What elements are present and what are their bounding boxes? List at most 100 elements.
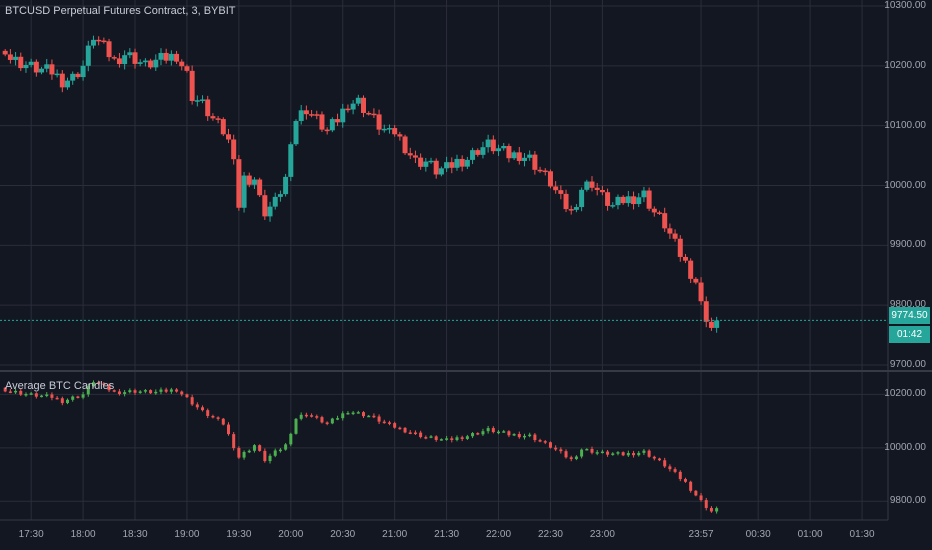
candle-body xyxy=(346,412,350,415)
candle-body xyxy=(589,181,595,188)
candle-body xyxy=(694,490,698,496)
candle-body xyxy=(96,39,102,42)
candle-body xyxy=(179,61,185,67)
candle-body xyxy=(438,168,444,175)
time-tick-label: 18:00 xyxy=(70,529,96,540)
candle-body xyxy=(537,169,543,172)
candle-body xyxy=(600,451,604,454)
time-tick-label: 23:57 xyxy=(688,529,714,540)
candle-body xyxy=(403,427,407,433)
candle-body xyxy=(407,153,413,156)
candle-body xyxy=(579,189,585,208)
candle-body xyxy=(594,187,600,190)
candle-body xyxy=(127,52,133,56)
candle-body xyxy=(455,437,459,441)
candle-body xyxy=(362,412,366,417)
candle-body xyxy=(491,428,495,433)
candle-body xyxy=(33,61,39,73)
candle-body xyxy=(533,434,537,441)
candle-body xyxy=(122,55,128,65)
candle-body xyxy=(164,389,168,392)
candle-body xyxy=(111,57,117,59)
candle-body xyxy=(667,228,673,234)
candle-body xyxy=(569,457,573,460)
candle-body xyxy=(625,196,631,204)
time-tick-label: 00:30 xyxy=(745,529,771,540)
candle-body xyxy=(335,119,341,123)
candle-body xyxy=(433,160,439,175)
candle-body xyxy=(329,119,335,131)
time-tick-label: 18:30 xyxy=(122,529,148,540)
candle-body xyxy=(502,431,506,433)
candle-body xyxy=(698,282,704,302)
candle-body xyxy=(553,186,559,191)
candle-body xyxy=(205,99,211,117)
candle-body xyxy=(402,136,408,154)
candle-body xyxy=(231,139,237,160)
candle-body xyxy=(657,212,663,214)
candle-body xyxy=(44,64,50,69)
candle-body xyxy=(246,175,252,185)
candle-body xyxy=(616,452,620,454)
candle-body xyxy=(91,382,95,387)
candle-body xyxy=(658,458,662,461)
candle-body xyxy=(49,64,55,75)
candle-body xyxy=(154,391,158,394)
main-candlestick-series xyxy=(2,35,720,333)
candle-body xyxy=(521,157,527,161)
candle-body xyxy=(315,416,319,418)
candle-body xyxy=(267,206,273,217)
candle-body xyxy=(689,481,693,491)
candle-body xyxy=(350,103,356,110)
candle-body xyxy=(522,435,526,438)
price-tick-label: 10000.00 xyxy=(884,179,926,191)
candle-body xyxy=(284,444,288,450)
indicator-candlestick-series xyxy=(3,380,719,514)
candle-body xyxy=(548,442,552,448)
candle-body xyxy=(251,179,257,185)
candle-body xyxy=(149,390,153,394)
candle-body xyxy=(70,73,76,81)
candle-body xyxy=(445,438,449,440)
candle-body xyxy=(252,445,256,451)
candle-body xyxy=(386,128,392,130)
candle-body xyxy=(128,390,132,393)
candle-body xyxy=(517,434,521,438)
price-tick-label: 9700.00 xyxy=(889,359,926,371)
candle-body xyxy=(324,129,330,132)
candle-body xyxy=(663,460,667,467)
candle-body xyxy=(24,393,28,396)
candle-body xyxy=(232,434,236,449)
candle-body xyxy=(289,433,293,445)
candle-body xyxy=(153,59,159,68)
candle-body xyxy=(651,208,657,213)
candle-body xyxy=(19,390,23,395)
candle-body xyxy=(66,399,70,404)
candle-body xyxy=(101,40,107,43)
candle-body xyxy=(304,414,308,417)
time-tick-label: 17:30 xyxy=(18,529,44,540)
candle-body xyxy=(80,65,86,78)
candle-body xyxy=(673,469,677,472)
candle-body xyxy=(158,52,164,60)
candle-body xyxy=(39,68,45,73)
candle-body xyxy=(528,434,532,437)
candle-body xyxy=(215,118,221,120)
candle-body xyxy=(615,196,621,206)
candle-body xyxy=(543,441,547,443)
candle-body xyxy=(465,436,469,439)
time-tick-label: 21:00 xyxy=(382,529,408,540)
candle-body xyxy=(76,396,80,399)
candle-body xyxy=(709,507,713,512)
candle-body xyxy=(559,449,563,452)
candle-body xyxy=(419,432,423,438)
candle-body xyxy=(377,416,381,422)
time-tick-label: 20:30 xyxy=(330,529,356,540)
candle-body xyxy=(481,431,485,435)
candle-body xyxy=(464,159,470,167)
candle-body xyxy=(112,390,116,392)
candle-body xyxy=(185,394,189,398)
candle-body xyxy=(263,450,267,462)
candle-body xyxy=(563,193,569,210)
